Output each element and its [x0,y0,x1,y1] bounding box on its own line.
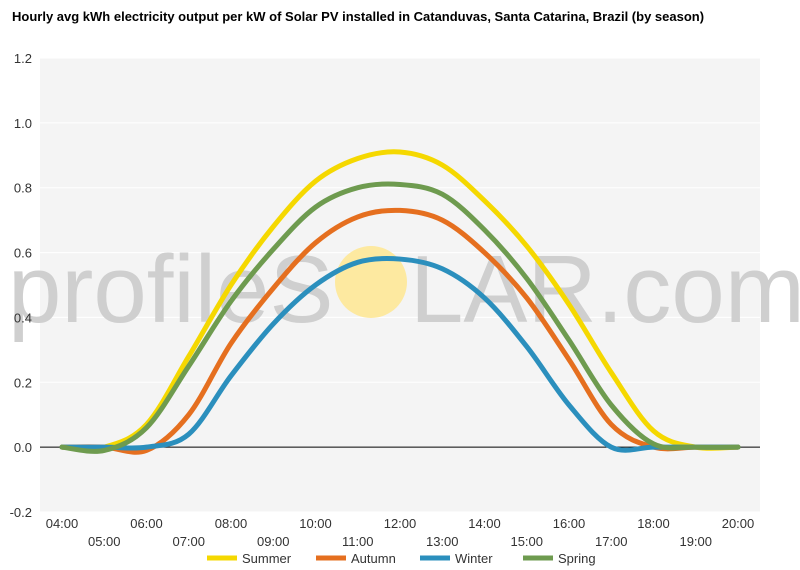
legend-label: Winter [455,551,493,566]
legend-item-autumn: Autumn [316,551,396,566]
x-tick-label: 20:00 [722,516,755,531]
x-tick-label: 15:00 [510,534,543,549]
x-tick-label: 07:00 [172,534,205,549]
x-tick-label: 13:00 [426,534,459,549]
x-tick-label: 11:00 [342,534,374,549]
x-tick-label: 08:00 [215,516,248,531]
x-axis-ticks: 04:00 05:00 06:00 07:00 08:00 09:00 10:00 11:00… [46,516,755,549]
legend-label: Spring [558,551,596,566]
series-line-spring [59,181,741,454]
x-tick-label: 16:00 [553,516,586,531]
x-tick-label: 10:00 [299,516,332,531]
y-tick-label: 0.6 [14,246,32,261]
x-tick-label: 12:00 [384,516,417,531]
x-tick-label: 14:00 [468,516,501,531]
series-line-summer [59,149,741,452]
y-axis-ticks: -0.2 0.0 0.2 0.4 0.6 0.8 1.0 1.2 [10,51,32,520]
watermark: profileS LAR.com [8,236,800,343]
x-tick-label: 04:00 [46,516,79,531]
x-tick-label: 09:00 [257,534,290,549]
legend: Summer Autumn Winter Spring [207,551,596,566]
legend-item-spring: Spring [523,551,596,566]
watermark-text-right: LAR.com [410,236,800,343]
x-tick-label: 06:00 [130,516,163,531]
y-tick-label: 1.0 [14,116,32,131]
legend-item-summer: Summer [207,551,292,566]
y-tick-label: -0.2 [10,505,32,520]
series-line-autumn [59,207,741,455]
series-line-winter [59,255,741,453]
x-tick-label: 17:00 [595,534,628,549]
y-tick-label: 0.4 [14,310,32,325]
series-lines [59,149,741,455]
y-tick-label: 0.2 [14,375,32,390]
y-tick-label: 0.0 [14,440,32,455]
y-tick-label: 0.8 [14,181,32,196]
y-tick-label: 1.2 [14,51,32,66]
legend-item-winter: Winter [420,551,493,566]
chart-title: Hourly avg kWh electricity output per kW… [12,9,705,24]
legend-label: Autumn [351,551,396,566]
x-tick-label: 19:00 [679,534,712,549]
legend-label: Summer [242,551,292,566]
x-tick-label: 18:00 [637,516,670,531]
x-tick-label: 05:00 [88,534,121,549]
watermark-text-left: profileS [8,236,334,343]
